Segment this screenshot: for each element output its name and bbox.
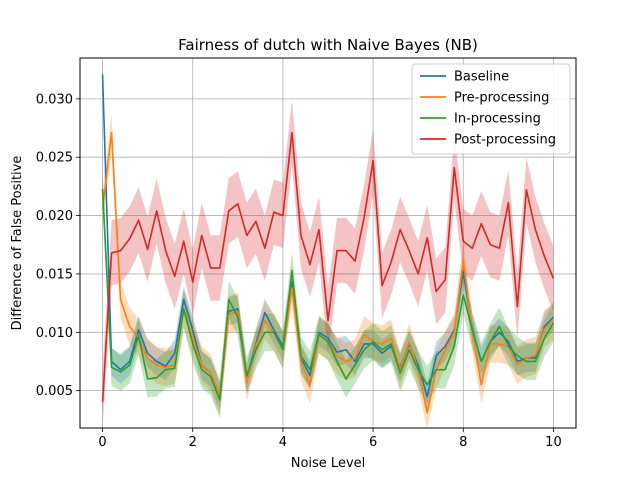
series-lines xyxy=(101,74,555,414)
x-tick-label: 6 xyxy=(369,435,377,450)
y-tick-label: 0.025 xyxy=(36,151,73,166)
legend-entry: Pre-processing xyxy=(454,91,549,106)
y-tick-label: 0.030 xyxy=(36,92,73,107)
x-tick-label: 2 xyxy=(189,435,197,450)
series-band-0 xyxy=(102,60,554,411)
y-tick-label: 0.010 xyxy=(36,326,73,341)
series-band-1 xyxy=(102,114,554,428)
series-band-2 xyxy=(102,170,554,419)
x-tick-label: 0 xyxy=(98,435,106,450)
y-tick-label: 0.015 xyxy=(36,267,73,282)
y-tick-label: 0.020 xyxy=(36,209,73,224)
legend-box xyxy=(411,63,571,155)
plot-frame xyxy=(79,57,577,429)
x-tick-label: 4 xyxy=(279,435,287,450)
y-axis-label: Difference of False Positive xyxy=(10,156,25,331)
legend: Baseline Pre-processing In-processing Post-… xyxy=(411,63,571,155)
grid xyxy=(80,58,576,428)
ticks: 0 2 4 6 8 10 0.005 0.010 0.015 0.020 0.025 0.030 xyxy=(36,92,562,450)
legend-entry: Baseline xyxy=(454,70,509,85)
series-line-2 xyxy=(101,188,555,401)
legend-entry: In-processing xyxy=(454,112,541,127)
x-tick-label: 10 xyxy=(545,435,562,450)
legend-entry: Post-processing xyxy=(454,133,556,148)
x-axis-label: Noise Level xyxy=(291,456,366,471)
x-tick-label: 8 xyxy=(459,435,467,450)
y-tick-label: 0.005 xyxy=(36,384,73,399)
series-line-3 xyxy=(101,131,555,403)
chart-title: Fairness of dutch with Naive Bayes (NB) xyxy=(178,36,478,54)
